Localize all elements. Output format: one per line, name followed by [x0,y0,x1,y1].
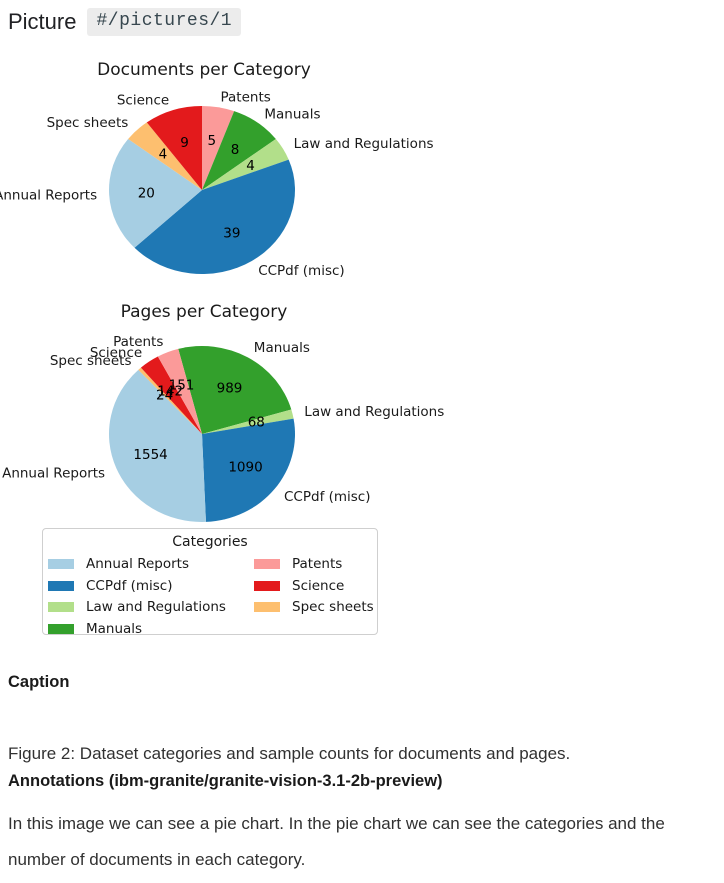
legend-label-law-and-regulations: Law and Regulations [86,599,226,615]
slice-value-annual-reports: 1554 [133,447,167,463]
slice-label-science: Science [117,93,169,109]
slice-value-science: 142 [157,383,183,399]
legend-swatch-spec-sheets [254,602,280,612]
legend-item-spec-sheets: Spec sheets [254,599,374,615]
pie-slice-ccpdf-misc [202,418,296,522]
slice-label-spec-sheets: Spec sheets [50,353,132,369]
pie-slice-patents [202,106,235,190]
slice-value-law-and-regulations: 68 [248,415,265,431]
slice-value-science: 9 [180,135,189,151]
caption-heading: Caption [8,673,70,691]
legend-columns: Annual Reports CCPdf (misc) Law and Regula… [43,550,377,637]
legend-swatch-manuals [48,623,74,634]
slice-label-patents: Patents [221,89,271,105]
pie-slice-science [146,106,202,190]
legend-swatch-science [254,580,280,591]
slice-value-manuals: 989 [217,381,243,397]
legend-label-patents: Patents [292,556,343,572]
pie-slice-patents [157,348,202,434]
legend-item-science: Science [254,578,374,594]
slice-label-ccpdf-misc: CCPdf (misc) [284,489,371,505]
pie-slice-annual-reports [108,369,206,522]
chart-title-documents-per-category: Documents per Category [97,60,311,80]
legend-item-manuals: Manuals [48,621,254,637]
slice-value-manuals: 8 [231,142,240,158]
picture-label: Picture [8,9,77,34]
caption-text: Figure 2: Dataset categories and sample … [8,744,571,763]
slice-value-patents: 151 [169,378,195,394]
slice-label-spec-sheets: Spec sheets [47,115,129,131]
pie-slice-spec-sheets [138,367,202,434]
slice-label-annual-reports: Annual Reports [2,465,105,481]
pie-slice-manuals [178,346,292,434]
legend-label-annual-reports: Annual Reports [86,556,190,572]
slice-value-law-and-regulations: 4 [246,158,255,174]
picture-header: Picture #/pictures/1 [8,8,242,36]
legend-item-patents: Patents [254,556,374,572]
legend-item-law-and-regulations: Law and Regulations [48,599,254,615]
pie-slice-law-and-regulations [202,138,289,190]
legend-swatch-law-and-regulations [48,602,74,612]
slice-label-manuals: Manuals [254,340,310,356]
pie-slice-science [140,356,202,434]
legend-item-ccpdf-misc: CCPdf (misc) [48,578,254,594]
legend-label-ccpdf-misc: CCPdf (misc) [86,577,173,594]
slice-label-manuals: Manuals [264,106,320,122]
legend-swatch-patents [254,559,280,569]
slice-label-ccpdf-misc: CCPdf (misc) [258,263,345,279]
pie-slice-ccpdf-misc [134,159,295,274]
chart-title-pages-per-category: Pages per Category [121,302,288,322]
slice-value-spec-sheets: 4 [159,147,168,163]
pie-charts-canvas: Documents per Category 5 Patents 8 Manuals 4 L… [0,60,444,522]
legend-label-spec-sheets: Spec sheets [292,599,374,615]
slice-label-patents: Patents [113,334,163,350]
slice-value-annual-reports: 20 [138,185,155,201]
legend-swatch-annual-reports [48,559,74,569]
slice-value-spec-sheets: 24 [156,388,173,404]
slice-value-patents: 5 [208,133,217,149]
slice-label-law-and-regulations: Law and Regulations [304,404,444,420]
slice-label-annual-reports: Annual Reports [0,188,97,204]
legend-swatch-ccpdf-misc [48,580,74,591]
pie-legend: Categories Annual Reports CCPdf (misc) Law… [42,528,378,637]
legend-label-science: Science [292,577,345,594]
annotations-text: In this image we can see a pie chart. In… [8,814,665,869]
legend-column-left: Annual Reports CCPdf (misc) Law and Regula… [48,556,254,637]
slice-label-science: Science [90,345,142,361]
pie-slice-annual-reports [108,138,202,248]
annotations-heading: Annotations (ibm-granite/granite-vision-… [8,772,443,790]
pie-slice-law-and-regulations [202,409,294,434]
legend-label-manuals: Manuals [86,620,143,637]
legend-item-annual-reports: Annual Reports [48,556,254,572]
slice-value-ccpdf-misc: 1090 [228,460,262,476]
pie-slice-spec-sheets [128,122,202,190]
slice-value-ccpdf-misc: 39 [223,225,240,241]
legend-title: Categories [172,534,248,550]
picture-path-code: #/pictures/1 [87,8,242,36]
legend-column-right: Patents Science Spec sheets [254,556,374,637]
pie-slice-manuals [202,111,276,190]
slice-label-law-and-regulations: Law and Regulations [294,136,434,152]
